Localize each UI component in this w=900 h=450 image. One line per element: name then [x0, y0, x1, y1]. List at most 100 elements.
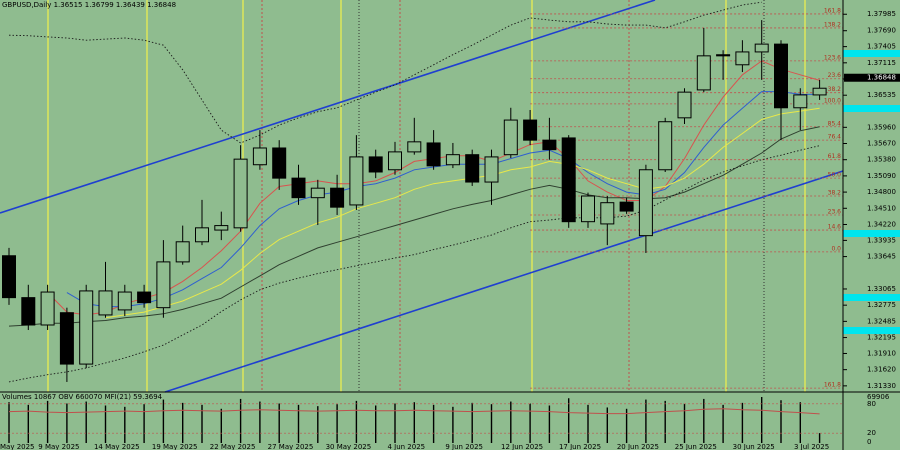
- y-tick-label: 1.33645: [867, 253, 896, 261]
- candle-body: [658, 121, 673, 171]
- candle-body: [542, 139, 557, 151]
- y-tick-label: 1.37985: [867, 10, 896, 18]
- candle-body: [137, 291, 152, 304]
- channel-line: [0, 0, 656, 214]
- y-tick-label: 1.35380: [867, 156, 896, 164]
- candle-body: [484, 156, 499, 183]
- candle-body: [619, 201, 634, 212]
- x-tick-label: 3 Jul 2025: [794, 443, 829, 450]
- y-tick-label: 1.34510: [867, 204, 896, 212]
- x-tick-label: 30 May 2025: [326, 443, 372, 450]
- line-series: [8, 1, 762, 144]
- candle-body: [195, 227, 209, 243]
- candle-body: [600, 202, 615, 225]
- mfi-line: [8, 408, 820, 415]
- y-tick-label: 1.37115: [867, 59, 896, 67]
- fib-label: 14.6: [828, 224, 842, 231]
- candle-body: [503, 119, 518, 156]
- candle-body: [59, 312, 74, 365]
- candle-body: [812, 87, 827, 96]
- fib-label: 161.8: [824, 7, 841, 14]
- fib-label: 50.0: [828, 172, 842, 179]
- y-tick-label: 1.35090: [867, 172, 896, 180]
- candle-body: [21, 297, 36, 326]
- candle-body: [40, 291, 55, 326]
- candle-body: [272, 147, 287, 179]
- candle-body: [523, 119, 538, 141]
- candle-body: [735, 51, 750, 66]
- y-tick-label: 1.36535: [867, 91, 896, 99]
- candle-body: [2, 255, 16, 299]
- mfi-tick-label: 80: [867, 400, 876, 408]
- x-tick-label: 25 Jun 2025: [675, 443, 717, 450]
- y-tick-label: 1.35960: [867, 123, 896, 131]
- fib-label: 23.6: [828, 208, 842, 215]
- highlight: [843, 105, 900, 112]
- candle-body: [774, 43, 788, 109]
- fib-label: 161.8: [824, 382, 841, 389]
- y-tick-label: 1.35670: [867, 140, 896, 148]
- candle-body: [561, 137, 576, 223]
- x-tick-label: 30 Jun 2025: [733, 443, 775, 450]
- fib-label: 23.6: [828, 72, 842, 79]
- candle-body: [310, 187, 325, 199]
- fib-label: 38.2: [828, 86, 842, 93]
- mfi-tick-label: 20: [867, 429, 876, 437]
- candle-body: [214, 225, 229, 231]
- axis-highlights: [843, 50, 900, 334]
- candle-body: [117, 291, 132, 311]
- fib-label: 85.4: [828, 120, 842, 127]
- y-tick-label: 1.32195: [867, 334, 896, 342]
- volume-tick-label: 69906: [867, 393, 890, 401]
- candle-body: [175, 241, 190, 263]
- marks: 161.8 138.2 123.6 23.6 38.2 100.0 85.4 76.4 61.8…: [2, 1, 843, 389]
- highlight: [843, 327, 900, 334]
- candle-body: [291, 177, 306, 199]
- y-tick-label: 1.34800: [867, 188, 896, 196]
- x-tick-label: 9 May 2025: [38, 443, 79, 450]
- fib-label: 38.2: [828, 190, 842, 197]
- candle-body: [638, 169, 653, 237]
- y-tick-label: 1.31910: [867, 349, 896, 357]
- channel-line: [164, 170, 844, 393]
- y-tick-label: 1.37690: [867, 27, 896, 35]
- x-tick-label: 4 Jun 2025: [387, 443, 425, 450]
- channel: [0, 0, 844, 393]
- line-series: [105, 107, 820, 319]
- fib-label: 100.0: [824, 97, 841, 104]
- last-price-label: 1.36848: [867, 74, 896, 82]
- candle-body: [79, 290, 94, 365]
- fib-label: 76.4: [828, 134, 842, 141]
- highlight: [843, 294, 900, 301]
- indicator-label: Volumes 10867 OBV 660070 MFI(21) 59.3694: [2, 393, 163, 401]
- candle-body: [233, 158, 248, 229]
- candle-body: [445, 154, 460, 166]
- y-tick-label: 1.32485: [867, 317, 896, 325]
- x-tick-label: 27 May 2025: [268, 443, 314, 450]
- highlight: [843, 230, 900, 237]
- candle-body: [368, 156, 383, 173]
- candle-body: [407, 141, 422, 153]
- candle-body: [465, 154, 480, 183]
- candle-body: [426, 142, 441, 167]
- line-series: [66, 91, 820, 308]
- candle-body: [388, 151, 402, 171]
- chart-title: GBPUSD,Daily 1.36515 1.36799 1.36439 1.3…: [2, 1, 176, 9]
- x-tick-label: 17 Jun 2025: [559, 443, 601, 450]
- candle-body: [330, 187, 345, 208]
- candle-body: [581, 195, 595, 223]
- candle-body: [793, 94, 808, 109]
- candle-body: [716, 54, 731, 57]
- x-tick-label: 12 Jun 2025: [501, 443, 543, 450]
- candle-body: [696, 55, 711, 91]
- x-tick-label: 19 May 2025: [152, 443, 198, 450]
- x-tick-label: 9 Jun 2025: [445, 443, 483, 450]
- last-price-box: [844, 73, 900, 82]
- line-series: [8, 126, 820, 327]
- y-tick-label: 1.31620: [867, 366, 896, 374]
- y-tick-label: 1.32775: [867, 301, 896, 309]
- y-tick-label: 1.31330: [867, 382, 896, 390]
- y-tick-label: 1.34220: [867, 220, 896, 228]
